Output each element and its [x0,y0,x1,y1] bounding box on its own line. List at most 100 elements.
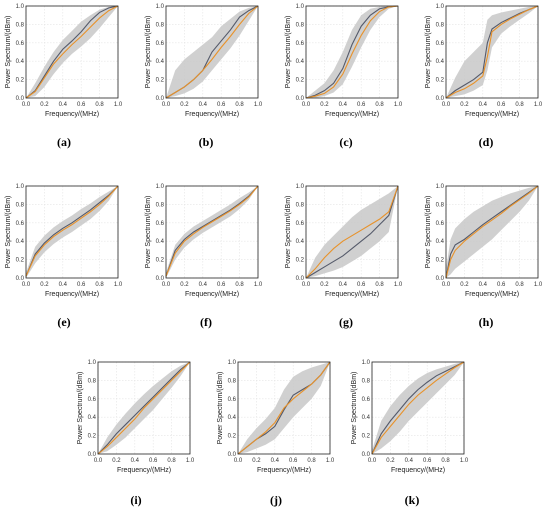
plot-frame [165,185,259,279]
y-tick-label: 0.0 [88,452,97,458]
series-line-1 [305,185,399,279]
confidence-band [26,186,118,278]
x-tick-label: 1.0 [326,458,335,464]
y-tick-label: 0.6 [156,221,165,227]
x-tick-label: 0.4 [339,282,348,288]
x-axis-label: Frequency/(MHz) [465,111,519,118]
y-tick-label: 0.6 [362,397,371,403]
y-axis-label: Power Spectrum/(dBm) [285,196,292,269]
y-tick-label: 0.6 [296,221,305,227]
x-axis-label: Frequency/(MHz) [45,111,99,118]
y-tick-label: 0.6 [16,41,25,47]
x-axis-label: Frequency/(MHz) [465,291,519,298]
x-tick-label: 0.6 [289,458,298,464]
plot-frame [237,361,331,455]
confidence-band [372,362,464,454]
y-tick-label: 1.0 [156,4,165,10]
x-tick-label: 0.8 [95,102,104,108]
x-tick-label: 0.4 [479,102,488,108]
subplot-caption: (c) [339,135,352,149]
x-tick-label: 0.0 [302,102,311,108]
series-line-2 [97,361,191,455]
series-line-1 [371,361,465,455]
y-tick-label: 0.8 [156,22,165,28]
y-tick-label: 0.6 [228,397,237,403]
x-tick-label: 0.6 [217,102,226,108]
y-tick-label: 1.0 [16,184,25,190]
confidence-band [306,186,398,278]
y-tick-label: 0.8 [16,202,25,208]
x-tick-label: 0.2 [460,102,469,108]
x-tick-label: 1.0 [534,102,543,108]
y-tick-label: 0.0 [296,96,305,102]
x-tick-label: 0.2 [252,458,261,464]
y-tick-label: 1.0 [228,360,237,366]
plot-frame [25,5,119,99]
x-tick-label: 0.0 [22,282,31,288]
y-tick-label: 0.0 [16,276,25,282]
y-tick-label: 0.0 [156,96,165,102]
x-tick-label: 0.6 [423,458,432,464]
y-tick-label: 0.4 [156,59,165,65]
x-tick-label: 0.2 [386,458,395,464]
y-tick-label: 0.0 [16,96,25,102]
series-line-2 [165,185,259,277]
subplot-a: 0.0 0.2 0.4 0.6 0.8 1.0 0.0 0.2 0.4 0.6 0.8 1.0 Freq… [5,4,123,149]
x-tick-label: 0.2 [40,282,49,288]
y-axis-label: Power Spectrum/(dBm) [145,196,152,269]
x-tick-label: 0.8 [375,102,384,108]
y-axis-label: Power Spectrum/(dBm) [5,196,12,269]
y-tick-label: 0.0 [228,452,237,458]
confidence-band [446,186,538,278]
x-tick-label: 1.0 [254,102,263,108]
subplot-e: 0.0 0.2 0.4 0.6 0.8 1.0 0.0 0.2 0.4 0.6 0.8 1.0 Freq… [5,184,123,329]
x-tick-label: 0.2 [460,282,469,288]
y-tick-label: 0.4 [296,239,305,245]
plot-frame [25,185,119,279]
y-tick-label: 0.8 [88,378,97,384]
x-axis-label: Frequency/(MHz) [45,291,99,298]
confidence-band [166,186,258,278]
plot-frame [305,5,399,99]
y-tick-label: 0.2 [436,78,445,84]
x-tick-label: 0.8 [375,282,384,288]
y-tick-label: 0.6 [88,397,97,403]
y-axis-label: Power Spectrum/(dBm) [351,372,358,445]
subplot-h: 0.0 0.2 0.4 0.6 0.8 1.0 0.0 0.2 0.4 0.6 0.8 1.0 Freq… [425,184,543,329]
series-line-2 [25,5,119,99]
x-tick-label: 1.0 [394,282,403,288]
x-tick-label: 0.2 [180,282,189,288]
y-axis-label: Power Spectrum/(dBm) [217,372,224,445]
x-tick-label: 1.0 [114,282,123,288]
x-tick-label: 0.8 [515,282,524,288]
subplot-d: 0.0 0.2 0.4 0.6 0.8 1.0 0.0 0.2 0.4 0.6 0.8 1.0 Freq… [425,4,543,149]
subplot-c: 0.0 0.2 0.4 0.6 0.8 1.0 0.0 0.2 0.4 0.6 0.8 1.0 Freq… [285,4,403,149]
x-tick-label: 0.4 [59,102,68,108]
plot-frame [165,5,259,99]
series-line-2 [445,5,539,99]
series-line-1 [25,5,119,99]
series-line-1 [165,185,259,277]
subplot-caption: (i) [130,493,141,507]
x-tick-label: 0.0 [234,458,243,464]
y-tick-label: 0.2 [88,434,97,440]
series-line-1 [305,5,399,99]
x-axis-label: Frequency/(MHz) [185,111,239,118]
series-line-2 [445,185,539,279]
y-tick-label: 0.2 [156,258,165,264]
subplot-caption: (k) [405,493,420,507]
x-tick-label: 0.2 [320,282,329,288]
y-tick-label: 0.8 [16,22,25,28]
x-tick-label: 0.2 [180,102,189,108]
y-tick-label: 1.0 [296,4,305,10]
subplot-g: 0.0 0.2 0.4 0.6 0.8 1.0 0.0 0.2 0.4 0.6 0.8 1.0 Freq… [285,184,403,329]
y-tick-label: 0.6 [16,221,25,227]
y-axis-label: Power Spectrum/(dBm) [285,16,292,89]
x-tick-label: 0.0 [94,458,103,464]
plot-frame [445,5,539,99]
x-tick-label: 0.6 [149,458,158,464]
y-tick-label: 0.2 [228,434,237,440]
x-tick-label: 0.2 [320,102,329,108]
x-axis-label: Frequency/(MHz) [257,467,311,474]
x-tick-label: 0.4 [59,282,68,288]
